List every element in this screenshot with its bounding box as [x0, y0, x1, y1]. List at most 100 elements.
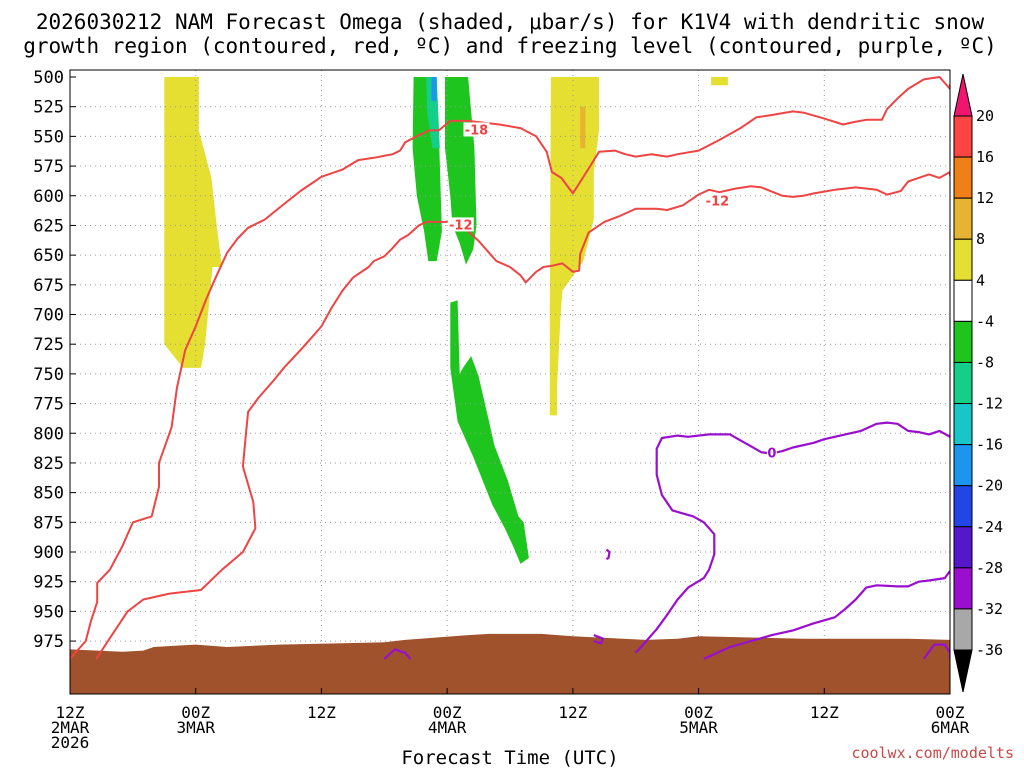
omega-region — [711, 77, 728, 86]
colorbar-tick-label: 20 — [976, 107, 994, 125]
colorbar-box — [953, 361, 973, 405]
y-tick-label: 975 — [33, 632, 64, 652]
y-tick-label: 925 — [33, 573, 64, 593]
terrain-fill — [70, 633, 950, 694]
y-tick-label: 950 — [33, 602, 64, 622]
contour-label: 0 — [767, 446, 776, 461]
x-axis-label: Forecast Time (UTC) — [401, 747, 618, 768]
dgz-contour-line — [70, 76, 950, 660]
freezing-level-contour-line — [605, 548, 611, 561]
colorbar-tick-label: 4 — [976, 271, 985, 289]
dgz-contour-line — [95, 171, 950, 660]
colorbar-box — [953, 115, 973, 158]
x-tick-label: 12Z — [558, 703, 587, 722]
freezing-level-contour-line — [593, 634, 605, 645]
colorbar-top-triangle — [953, 73, 973, 117]
x-tick-label: 2MAR — [51, 718, 90, 737]
contour-label-background — [766, 445, 777, 460]
x-tick-label: 00Z — [684, 703, 713, 722]
y-tick-label: 750 — [33, 365, 64, 385]
colorbar-tick-label: -16 — [976, 436, 1003, 454]
omega-region — [580, 106, 586, 149]
colorbar-tick-label: -36 — [976, 641, 1003, 659]
colorbar-tick-label: -20 — [976, 477, 1003, 495]
x-tick-label: 00Z — [181, 703, 210, 722]
x-tick-label: 00Z — [433, 703, 462, 722]
x-tick-label: 4MAR — [428, 718, 467, 737]
colorbar-tick-label: -28 — [976, 559, 1003, 577]
grid-lines — [70, 70, 950, 694]
x-tick-label: 6MAR — [931, 718, 970, 737]
colorbar-tick-label: 8 — [976, 230, 985, 248]
x-tick-label: 5MAR — [679, 718, 718, 737]
x-tick-label: 12Z — [56, 703, 85, 722]
x-tick-label: 00Z — [936, 703, 965, 722]
y-tick-label: 875 — [33, 513, 64, 533]
y-tick-label: 775 — [33, 395, 64, 415]
y-axis-ticks: 500 525 550 575 600 625 650 675 700 725 750 775 800 8… — [33, 68, 76, 652]
contour-layer — [70, 76, 950, 660]
colorbar-tick-label: -4 — [976, 312, 994, 330]
y-tick-label: 575 — [33, 157, 64, 177]
contour-label-background — [463, 122, 490, 137]
colorbar-tick-label: 12 — [976, 189, 994, 207]
y-tick-label: 675 — [33, 276, 64, 296]
contour-label-background — [447, 217, 474, 232]
freezing-level-contour-line — [703, 570, 950, 660]
colorbar-tick-label: 16 — [976, 148, 994, 166]
chart-title-line-1: 2026030212 NAM Forecast Omega (shaded, μ… — [36, 10, 985, 34]
contour-labels: -18 -12 -12 0 — [447, 122, 777, 461]
y-tick-label: 825 — [33, 454, 64, 474]
x-tick-label: 2026 — [51, 733, 90, 752]
y-tick-label: 525 — [33, 98, 64, 118]
y-tick-label: 500 — [33, 68, 64, 88]
omega-shading — [164, 77, 728, 564]
x-tick-label: 3MAR — [176, 718, 215, 737]
colorbar-box — [953, 238, 973, 281]
x-tick-label: 12Z — [307, 703, 336, 722]
freezing-level-contour-line — [922, 643, 950, 660]
colorbar-box — [953, 320, 973, 363]
colorbar-box — [953, 197, 973, 240]
contour-label: -18 — [465, 123, 489, 138]
y-tick-label: 800 — [33, 424, 64, 444]
terrain-layer — [70, 633, 950, 694]
credit-text: coolwx.com/modelts — [851, 744, 1014, 762]
y-tick-label: 850 — [33, 484, 64, 504]
y-tick-label: 600 — [33, 187, 64, 207]
chart-title-line-2: growth region (contoured, red, ºC) and f… — [23, 34, 997, 58]
colorbar-box — [953, 403, 973, 446]
plot-frame — [69, 69, 951, 695]
colorbar-tick-label: -32 — [976, 600, 1003, 618]
colorbar-tick-label: -12 — [976, 395, 1003, 413]
y-tick-label: 725 — [33, 335, 64, 355]
omega-region — [450, 300, 529, 564]
contour-label-background — [704, 193, 731, 208]
colorbar-box — [953, 608, 973, 651]
colorbar: 20 16 12 8 4 -4 -8 -12 -16 -20 -24 -28 -32 -36 — [953, 73, 1003, 693]
colorbar-box — [953, 526, 973, 569]
y-tick-label: 550 — [33, 127, 64, 147]
colorbar-tick-label: -24 — [976, 518, 1003, 536]
contour-label: -12 — [706, 195, 730, 210]
omega-region — [549, 77, 599, 416]
freezing-level-contour-line — [634, 421, 950, 654]
colorbar-bottom-triangle — [953, 649, 973, 693]
y-tick-label: 650 — [33, 246, 64, 266]
y-tick-label: 900 — [33, 543, 64, 563]
omega-region — [445, 77, 477, 265]
colorbar-box — [953, 279, 973, 322]
colorbar-tick-label: -8 — [976, 353, 994, 371]
colorbar-box — [953, 156, 973, 199]
colorbar-box — [953, 485, 973, 528]
y-tick-label: 625 — [33, 216, 64, 236]
colorbar-box — [953, 444, 973, 487]
x-tick-label: 12Z — [810, 703, 839, 722]
chart-title: 2026030212 NAM Forecast Omega (shaded, μ… — [23, 10, 997, 58]
omega-region — [431, 77, 437, 101]
freezing-level-contour-line — [383, 648, 412, 660]
omega-region — [164, 77, 222, 368]
contour-label: -12 — [449, 218, 473, 233]
